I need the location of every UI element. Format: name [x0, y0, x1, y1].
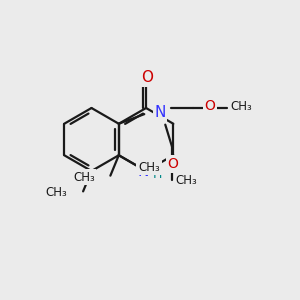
Text: CH₃: CH₃	[176, 174, 197, 187]
Text: CH₃: CH₃	[73, 171, 95, 184]
Text: CH₃: CH₃	[230, 100, 252, 113]
Text: O: O	[141, 70, 153, 85]
Text: CH₃: CH₃	[139, 161, 160, 174]
Text: H: H	[153, 167, 162, 181]
Text: N: N	[137, 164, 149, 178]
Text: N: N	[154, 105, 166, 120]
Text: O: O	[168, 157, 178, 171]
Text: CH₃: CH₃	[46, 186, 68, 200]
Text: O: O	[204, 99, 215, 113]
